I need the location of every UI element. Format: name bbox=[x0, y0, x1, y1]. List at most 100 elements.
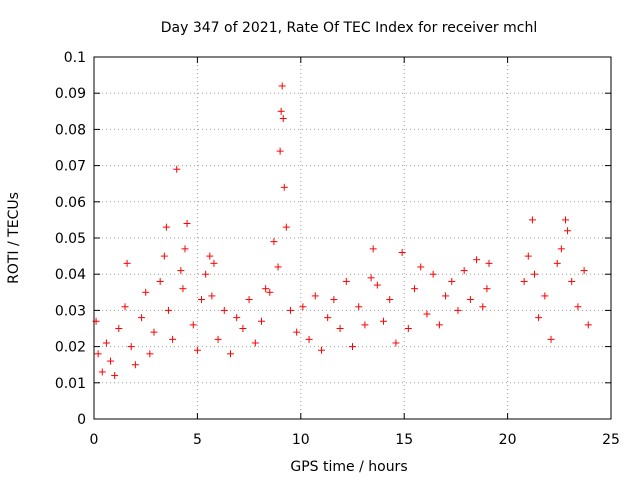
data-point bbox=[305, 335, 313, 343]
data-point bbox=[398, 248, 406, 256]
data-point bbox=[245, 296, 253, 304]
data-point bbox=[162, 223, 170, 231]
data-point bbox=[226, 350, 234, 358]
data-point bbox=[541, 292, 549, 300]
y-tick-label: 0.08 bbox=[55, 122, 86, 138]
x-tick-label: 10 bbox=[292, 432, 310, 448]
data-point bbox=[276, 147, 284, 155]
data-point bbox=[98, 368, 106, 376]
data-point bbox=[466, 296, 474, 304]
data-point bbox=[282, 223, 290, 231]
data-points bbox=[92, 82, 592, 380]
data-point bbox=[274, 263, 282, 271]
data-point bbox=[367, 274, 375, 282]
y-tick-label: 0.1 bbox=[64, 50, 86, 66]
data-point bbox=[342, 277, 350, 285]
data-point bbox=[547, 335, 555, 343]
data-point bbox=[262, 285, 270, 293]
data-point bbox=[189, 321, 197, 329]
data-point bbox=[520, 277, 528, 285]
data-point bbox=[266, 288, 274, 296]
data-point bbox=[177, 267, 185, 275]
data-point bbox=[411, 285, 419, 293]
data-point bbox=[386, 296, 394, 304]
chart-title: Day 347 of 2021, Rate Of TEC Index for r… bbox=[161, 20, 537, 36]
data-point bbox=[220, 306, 228, 314]
data-point bbox=[349, 343, 356, 351]
data-point bbox=[574, 303, 582, 311]
y-tick-label: 0.06 bbox=[55, 195, 86, 211]
data-point bbox=[568, 277, 576, 285]
data-point bbox=[435, 321, 443, 329]
data-point bbox=[580, 267, 588, 275]
data-point bbox=[392, 339, 400, 347]
x-tick-label: 5 bbox=[193, 432, 202, 448]
data-point bbox=[277, 107, 285, 115]
x-tick-label: 25 bbox=[602, 432, 620, 448]
x-tick-label: 15 bbox=[395, 432, 413, 448]
data-point bbox=[442, 292, 450, 300]
data-point bbox=[258, 317, 266, 325]
data-point bbox=[280, 183, 288, 191]
data-point bbox=[479, 303, 487, 311]
data-point bbox=[324, 314, 332, 322]
data-point bbox=[330, 296, 338, 304]
data-point bbox=[524, 252, 532, 260]
data-point bbox=[202, 270, 210, 278]
data-point bbox=[429, 270, 437, 278]
x-axis-label: GPS time / hours bbox=[290, 459, 407, 475]
data-point bbox=[299, 303, 307, 311]
data-point bbox=[317, 346, 325, 354]
data-point bbox=[208, 292, 216, 300]
data-point bbox=[404, 325, 412, 332]
axis-ticks: 0 0.01 0.02 0.03 0.04 0.05 0.06 0.07 0.08 0.09 0.1… bbox=[55, 50, 620, 448]
data-point bbox=[183, 220, 191, 228]
data-point bbox=[417, 263, 425, 271]
data-point bbox=[483, 285, 491, 293]
data-point bbox=[460, 267, 468, 275]
data-point bbox=[146, 350, 154, 358]
data-point bbox=[107, 357, 115, 365]
x-tick-label: 20 bbox=[499, 432, 517, 448]
data-point bbox=[361, 321, 369, 329]
data-point bbox=[473, 256, 481, 264]
y-tick-label: 0.09 bbox=[55, 86, 86, 102]
data-point bbox=[206, 252, 214, 260]
data-point bbox=[528, 216, 536, 224]
data-point bbox=[164, 306, 172, 314]
data-point bbox=[380, 317, 388, 325]
data-point bbox=[214, 335, 222, 343]
data-point bbox=[169, 335, 177, 343]
data-point bbox=[286, 306, 294, 314]
data-point bbox=[448, 277, 456, 285]
y-tick-label: 0.04 bbox=[55, 267, 86, 283]
data-point bbox=[111, 372, 119, 380]
data-point bbox=[193, 346, 201, 354]
y-tick-label: 0.02 bbox=[55, 340, 86, 356]
data-point bbox=[127, 343, 135, 351]
data-point bbox=[251, 339, 259, 347]
data-point bbox=[530, 270, 538, 278]
data-point bbox=[423, 310, 431, 318]
data-point bbox=[293, 328, 301, 336]
data-point bbox=[454, 306, 462, 314]
data-point bbox=[485, 259, 493, 267]
data-point bbox=[115, 325, 123, 332]
data-point bbox=[562, 216, 570, 224]
data-point bbox=[102, 339, 110, 347]
data-point bbox=[279, 115, 287, 123]
plot-frame bbox=[93, 56, 612, 420]
data-point bbox=[179, 285, 187, 293]
data-point bbox=[369, 245, 377, 253]
data-point bbox=[173, 165, 181, 173]
y-tick-label: 0.05 bbox=[55, 231, 86, 247]
data-point bbox=[311, 292, 319, 300]
data-point bbox=[150, 328, 158, 336]
data-point bbox=[138, 314, 146, 322]
data-point bbox=[535, 314, 543, 322]
data-point bbox=[564, 227, 572, 235]
data-point bbox=[336, 325, 344, 332]
data-point bbox=[131, 361, 139, 369]
grid-lines bbox=[94, 57, 611, 419]
data-point bbox=[557, 245, 565, 253]
